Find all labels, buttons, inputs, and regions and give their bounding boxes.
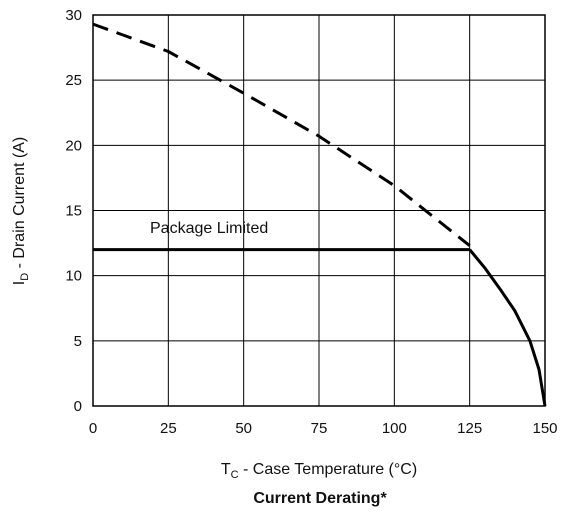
- y-tick-labels: 0 5 10 15 20 25 30: [65, 7, 82, 415]
- y-tick-label-5: 5: [74, 333, 82, 350]
- y-tick-label-25: 25: [65, 72, 82, 89]
- x-tick-label-150: 150: [532, 420, 557, 437]
- y-axis-label-rest: - Drain Current (A): [11, 137, 28, 273]
- series-line-3-solid: [468, 248, 547, 407]
- y-tick-label-15: 15: [65, 203, 82, 220]
- x-tick-label-0: 0: [89, 420, 97, 437]
- y-tick-label-0: 0: [74, 398, 82, 415]
- x-axis-label-main: T: [221, 461, 231, 478]
- y-tick-label-20: 20: [65, 137, 82, 154]
- series-line-1-dashed: [92, 22, 471, 247]
- y-axis-label: ID - Drain Current (A): [11, 137, 31, 285]
- y-tick-label-10: 10: [65, 268, 82, 285]
- y-axis-label-sub: D: [19, 273, 31, 281]
- x-tick-label-75: 75: [311, 420, 328, 437]
- x-axis-label-sub: C: [231, 469, 239, 481]
- chart-title: Current Derating*: [253, 490, 387, 507]
- x-tick-label-50: 50: [235, 420, 252, 437]
- x-axis-label-rest: - Case Temperature (°C): [239, 461, 418, 478]
- package-limited-annotation: Package Limited: [150, 220, 268, 237]
- x-tick-labels: 0 25 50 75 100 125 150: [89, 420, 558, 437]
- y-axis-label-main: I: [11, 281, 28, 285]
- x-tick-label-100: 100: [382, 420, 407, 437]
- x-tick-label-125: 125: [457, 420, 482, 437]
- plot-frame: [92, 14, 546, 407]
- y-tick-label-30: 30: [65, 7, 82, 24]
- plot-series: [92, 22, 547, 407]
- x-tick-label-25: 25: [160, 420, 177, 437]
- x-axis-label: TC - Case Temperature (°C): [221, 461, 417, 481]
- grid-lines: [93, 15, 545, 406]
